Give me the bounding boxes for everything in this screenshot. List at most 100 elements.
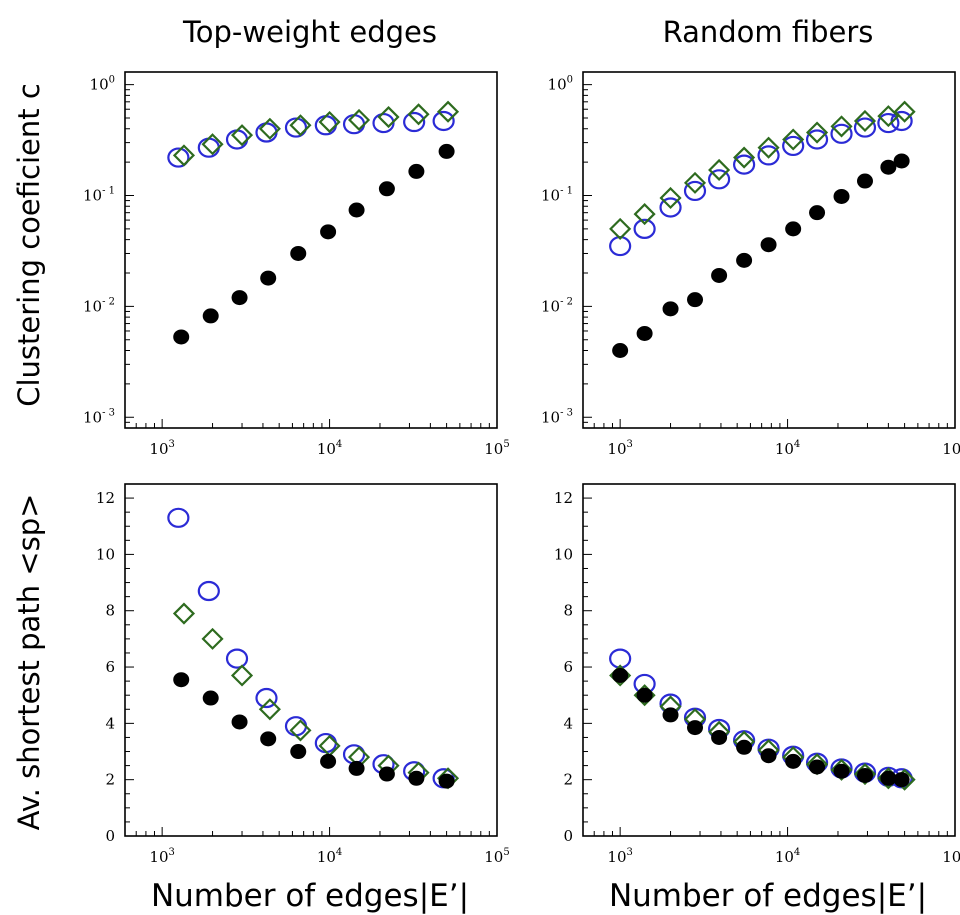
data-point-dot: [785, 221, 802, 237]
y-tick-label: 12: [96, 489, 115, 507]
data-point-circle: [167, 507, 190, 528]
data-point-dot: [662, 301, 679, 317]
data-point-dot: [202, 308, 219, 324]
data-point-diamond: [708, 158, 731, 182]
data-point-dot: [760, 748, 777, 764]
data-point-diamond: [853, 109, 877, 133]
column-title-right: Random fibers: [663, 15, 874, 49]
y-tick-label: 100: [90, 75, 115, 94]
y-tick-label: 10- 3: [83, 407, 115, 426]
data-point-dot: [260, 270, 277, 286]
data-point-diamond: [318, 110, 341, 134]
y-tick-label: 6: [563, 658, 573, 676]
data-point-circle: [877, 112, 900, 134]
column-title-left: Top-weight edges: [182, 15, 437, 49]
panel-top-right: 103 104 105 10- 3 10- 2 10- 1 100: [541, 71, 960, 458]
data-point-dot: [636, 325, 653, 341]
y-tick-label: 4: [105, 714, 115, 732]
y-tick-label: 6: [105, 658, 115, 676]
data-point-circle: [284, 117, 308, 138]
data-point-dot: [687, 720, 704, 736]
x-tick-label: 104: [317, 847, 342, 866]
data-point-dot: [612, 343, 629, 359]
y-tick-label: 2: [105, 771, 115, 789]
panel-bottom-right: 103 104 105 0 2 4 6 8 10 12: [554, 483, 960, 866]
x-tick-label: 104: [775, 439, 800, 458]
data-point-diamond: [877, 105, 900, 128]
data-point-diamond: [347, 108, 371, 132]
data-point-dot: [636, 687, 653, 703]
data-point-circle: [314, 115, 337, 136]
y-tick-label: 0: [563, 827, 573, 845]
data-point-dot: [856, 767, 873, 783]
data-point-dot: [833, 763, 850, 779]
y-tick-label: 12: [554, 489, 573, 507]
data-point-diamond: [230, 664, 254, 687]
data-point-diamond: [757, 136, 780, 159]
y-tick-label: 10: [554, 545, 573, 563]
data-point-circle: [609, 648, 632, 669]
data-point-diamond: [172, 144, 196, 167]
data-point-dot: [173, 672, 190, 688]
data-point-diamond: [201, 133, 224, 156]
data-point-dot: [378, 181, 395, 197]
data-point-dot: [711, 729, 728, 745]
data-point-circle: [683, 180, 707, 202]
data-point-dot: [290, 744, 307, 760]
data-point-diamond: [830, 115, 853, 138]
data-point-dot: [687, 292, 704, 308]
data-point-dot: [202, 690, 219, 706]
data-point-circle: [805, 129, 829, 150]
data-point-diamond: [733, 146, 756, 169]
data-point-dot: [408, 163, 425, 179]
data-point-diamond: [436, 100, 460, 123]
data-point-diamond: [659, 186, 682, 210]
data-point-dot: [348, 202, 365, 218]
plot-frame: [582, 483, 956, 837]
data-point-dot: [893, 772, 910, 788]
x-label-left: Number of edges|E’|: [151, 878, 469, 914]
data-point-dot: [760, 237, 777, 253]
x-tick-label: 103: [149, 847, 174, 866]
y-tick-label: 10: [96, 545, 115, 563]
data-point-dot: [378, 766, 395, 782]
data-point-diamond: [633, 203, 656, 226]
data-point-diamond: [230, 124, 254, 147]
data-point-dot: [173, 329, 190, 345]
data-point-circle: [197, 137, 220, 158]
y-tick-label: 10- 1: [541, 186, 573, 205]
data-point-dot: [711, 267, 728, 283]
panel-top-left: 103 104 105 10- 3 10- 2 10- 1 100: [83, 71, 510, 458]
data-point-diamond: [805, 121, 829, 144]
data-point-diamond: [683, 171, 707, 194]
data-point-circle: [733, 154, 756, 175]
plot-frame: [124, 483, 498, 837]
data-point-dot: [438, 143, 455, 159]
plot-frame: [582, 71, 956, 429]
data-point-diamond: [782, 128, 805, 151]
data-point-circle: [197, 580, 220, 602]
data-point-circle: [757, 145, 780, 166]
data-point-dot: [785, 753, 802, 769]
data-point-diamond: [258, 117, 281, 140]
data-point-circle: [659, 197, 682, 218]
data-point-dot: [662, 707, 679, 723]
panel-bottom-left: 103 104 105 0 2 4 6 8 10 12: [96, 483, 510, 866]
y-tick-label: 10- 1: [83, 186, 115, 205]
data-point-dot: [809, 759, 826, 775]
data-point-circle: [782, 135, 805, 157]
x-tick-label: 103: [607, 847, 632, 866]
y-tick-label: 8: [563, 602, 573, 620]
data-point-circle: [255, 122, 278, 143]
data-point-diamond: [289, 114, 312, 137]
data-point-circle: [403, 111, 426, 133]
data-point-dot: [833, 188, 850, 204]
data-point-circle: [890, 110, 913, 132]
x-tick-label: 105: [484, 847, 509, 866]
data-point-circle: [314, 732, 337, 754]
data-point-circle: [167, 147, 190, 168]
data-point-dot: [809, 205, 826, 221]
data-point-dot: [736, 739, 753, 755]
y-tick-label: 10- 2: [541, 296, 573, 315]
data-point-circle: [432, 110, 455, 132]
